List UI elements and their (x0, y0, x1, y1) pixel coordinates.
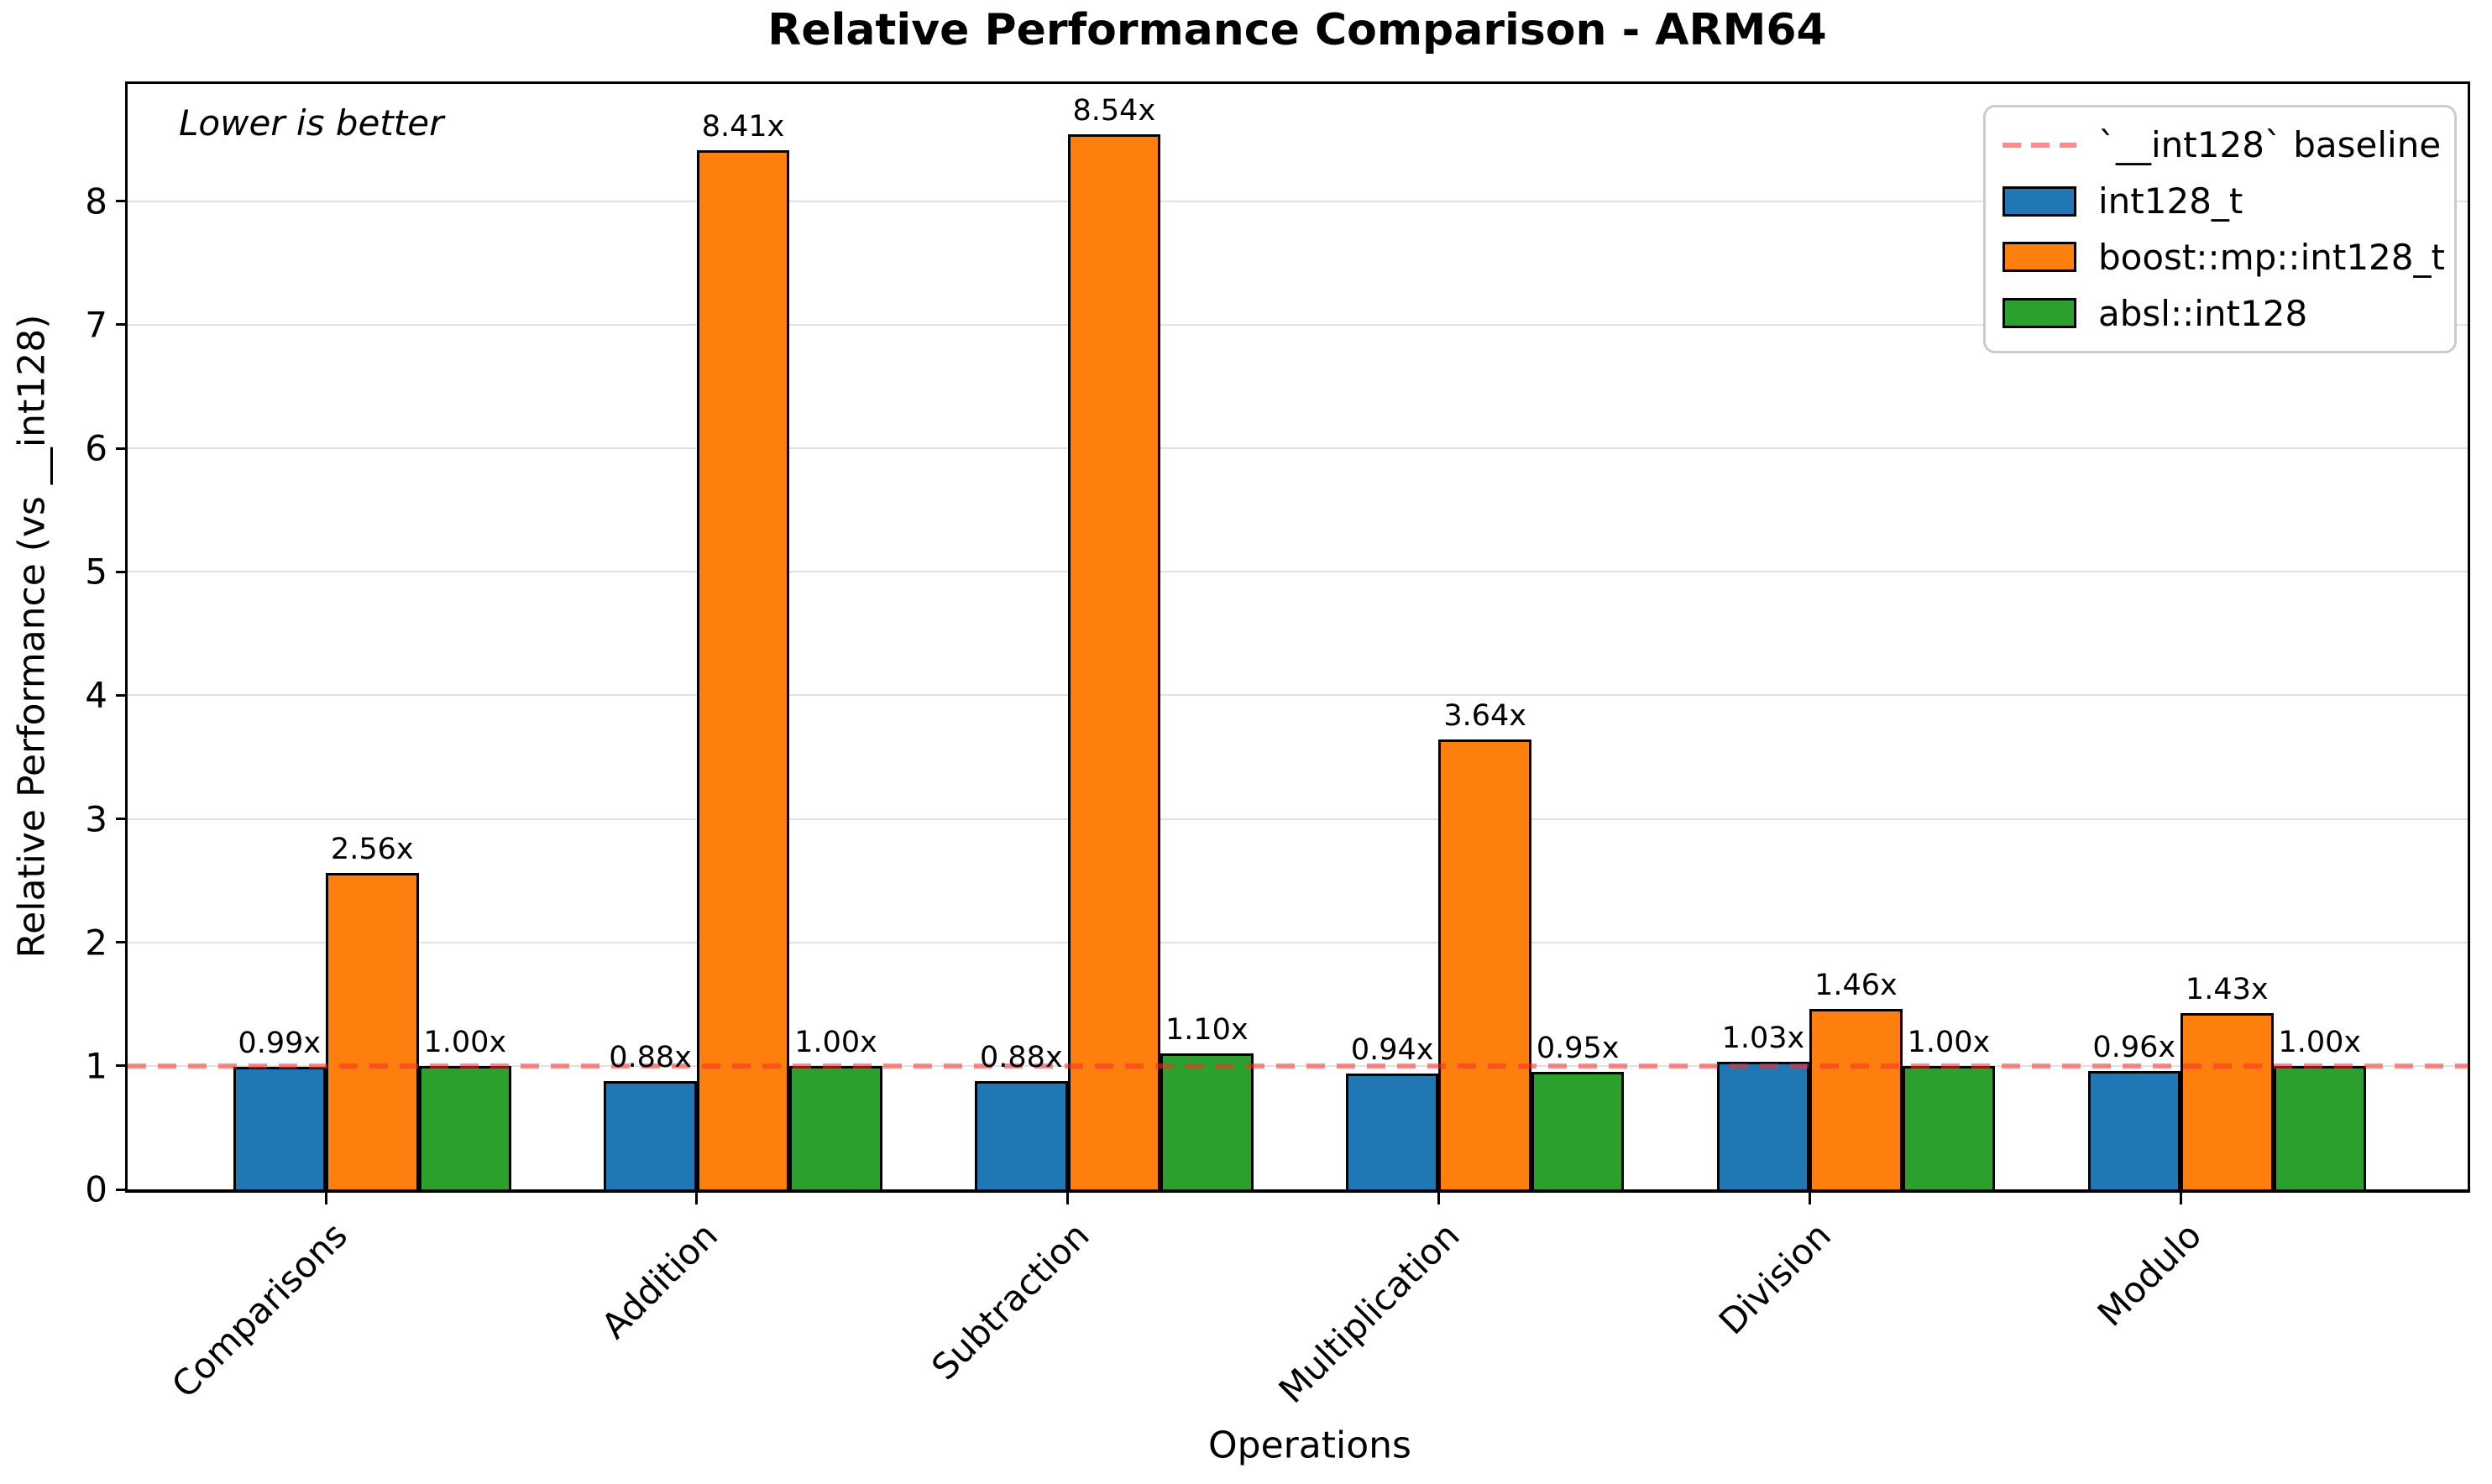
bar-int128-t-modulo (2087, 1070, 2180, 1189)
y-tick (116, 200, 128, 203)
x-tick-label: Addition (594, 1215, 726, 1347)
legend-label: int128_t (2098, 180, 2243, 222)
x-tick-label: Modulo (2090, 1215, 2210, 1335)
bar-value-label: 2.56x (330, 833, 414, 867)
bar-absl-int128-addition (789, 1065, 882, 1189)
y-tick-label: 0 (85, 1168, 107, 1210)
bar-absl-int128-division (1902, 1065, 1996, 1189)
legend-label: `__int128` baseline (2098, 124, 2442, 166)
plot-area: 0.99x 0.88x 0.88x 0.94x 1.03x 0.96x 2.56x 8.41x… (128, 84, 2468, 1189)
y-tick-label: 5 (85, 551, 107, 593)
y-tick (116, 1188, 128, 1191)
bar-boost-mp-int128-t-addition (696, 150, 790, 1189)
x-axis-label: Operations (1208, 1424, 1411, 1467)
baseline-line (128, 1063, 2468, 1069)
legend-swatch (2002, 186, 2076, 217)
legend-item-boost-mp-int128-t: boost::mp::int128_t (2002, 230, 2445, 284)
gridline (128, 818, 2468, 820)
y-tick (116, 447, 128, 450)
x-tick (1437, 1193, 1440, 1204)
gridline (128, 447, 2468, 450)
x-tick-label: Subtraction (923, 1215, 1097, 1388)
bar-boost-mp-int128-t-multiplication (1438, 739, 1531, 1189)
y-tick-label: 7 (85, 304, 107, 346)
x-tick-label: Comparisons (163, 1215, 355, 1406)
x-tick-label: Division (1710, 1215, 1839, 1343)
bar-value-label: 8.41x (701, 110, 785, 144)
bar-absl-int128-multiplication (1531, 1072, 1625, 1189)
y-tick (116, 693, 128, 697)
bar-value-label: 1.46x (1814, 969, 1898, 1003)
annotation-lower-is-better: Lower is better (179, 102, 444, 144)
bar-value-label: 0.95x (1536, 1032, 1620, 1066)
gridline (128, 571, 2468, 573)
y-tick (116, 570, 128, 573)
bar-value-label: 0.96x (2092, 1030, 2176, 1064)
x-tick (695, 1193, 699, 1204)
bar-value-label: 1.00x (794, 1025, 877, 1059)
bar-value-label: 1.00x (1907, 1025, 1991, 1059)
bar-value-label: 0.88x (980, 1040, 1063, 1074)
y-tick-label: 1 (85, 1045, 107, 1087)
x-tick (1808, 1193, 1811, 1204)
bar-value-label: 1.00x (2278, 1025, 2362, 1059)
bar-value-label: 1.00x (423, 1025, 507, 1059)
bar-int128-t-division (1716, 1062, 1810, 1189)
bar-absl-int128-modulo (2273, 1065, 2366, 1189)
y-tick (116, 1064, 128, 1068)
y-tick (116, 323, 128, 327)
gridline (128, 941, 2468, 943)
bar-value-label: 1.43x (2185, 972, 2269, 1006)
chart-title: Relative Performance Comparison - ARM64 (767, 5, 1827, 55)
bar-value-label: 8.54x (1072, 94, 1156, 128)
x-tick (2179, 1193, 2182, 1204)
y-axis-label: Relative Performance (vs __int128) (10, 314, 54, 959)
x-tick (324, 1193, 327, 1204)
legend-label: boost::mp::int128_t (2098, 236, 2445, 278)
legend-label: absl::int128 (2098, 292, 2308, 334)
y-tick (116, 818, 128, 821)
bar-value-label: 0.88x (609, 1040, 692, 1074)
bar-int128-t-subtraction (975, 1080, 1068, 1189)
bar-absl-int128-subtraction (1160, 1053, 1254, 1189)
gridline (128, 694, 2468, 697)
gridline (128, 323, 2468, 326)
x-tick-label: Multiplication (1271, 1215, 1468, 1412)
bar-boost-mp-int128-t-modulo (2180, 1012, 2274, 1189)
bar-value-label: 0.99x (238, 1027, 322, 1061)
bar-int128-t-multiplication (1345, 1073, 1439, 1189)
bar-value-label: 0.94x (1350, 1032, 1434, 1067)
bar-boost-mp-int128-t-subtraction (1067, 134, 1161, 1189)
bar-boost-mp-int128-t-division (1809, 1009, 1903, 1189)
bar-value-label: 1.03x (1721, 1022, 1805, 1056)
legend-swatch (2002, 298, 2076, 329)
bar-value-label: 1.10x (1165, 1013, 1249, 1048)
bar-int128-t-comparisons (233, 1067, 326, 1189)
legend-item-baseline: `__int128` baseline (2002, 118, 2441, 172)
legend-item-int128-t: int128_t (2002, 175, 2437, 228)
y-tick-label: 2 (85, 922, 107, 964)
x-tick (1066, 1193, 1070, 1204)
bar-absl-int128-comparisons (418, 1065, 511, 1189)
bar-int128-t-addition (604, 1080, 697, 1189)
legend-item-absl-int128: absl::int128 (2002, 286, 2437, 340)
bar-value-label: 3.64x (1443, 699, 1526, 734)
y-tick-label: 3 (85, 798, 107, 840)
gridline (128, 200, 2468, 202)
bar-boost-mp-int128-t-comparisons (326, 873, 419, 1189)
y-tick-label: 6 (85, 427, 107, 469)
y-tick-label: 4 (85, 674, 107, 716)
y-tick-label: 8 (85, 180, 107, 222)
legend-swatch (2002, 242, 2076, 273)
legend-dash-sample (2002, 142, 2076, 148)
y-tick (116, 941, 128, 944)
